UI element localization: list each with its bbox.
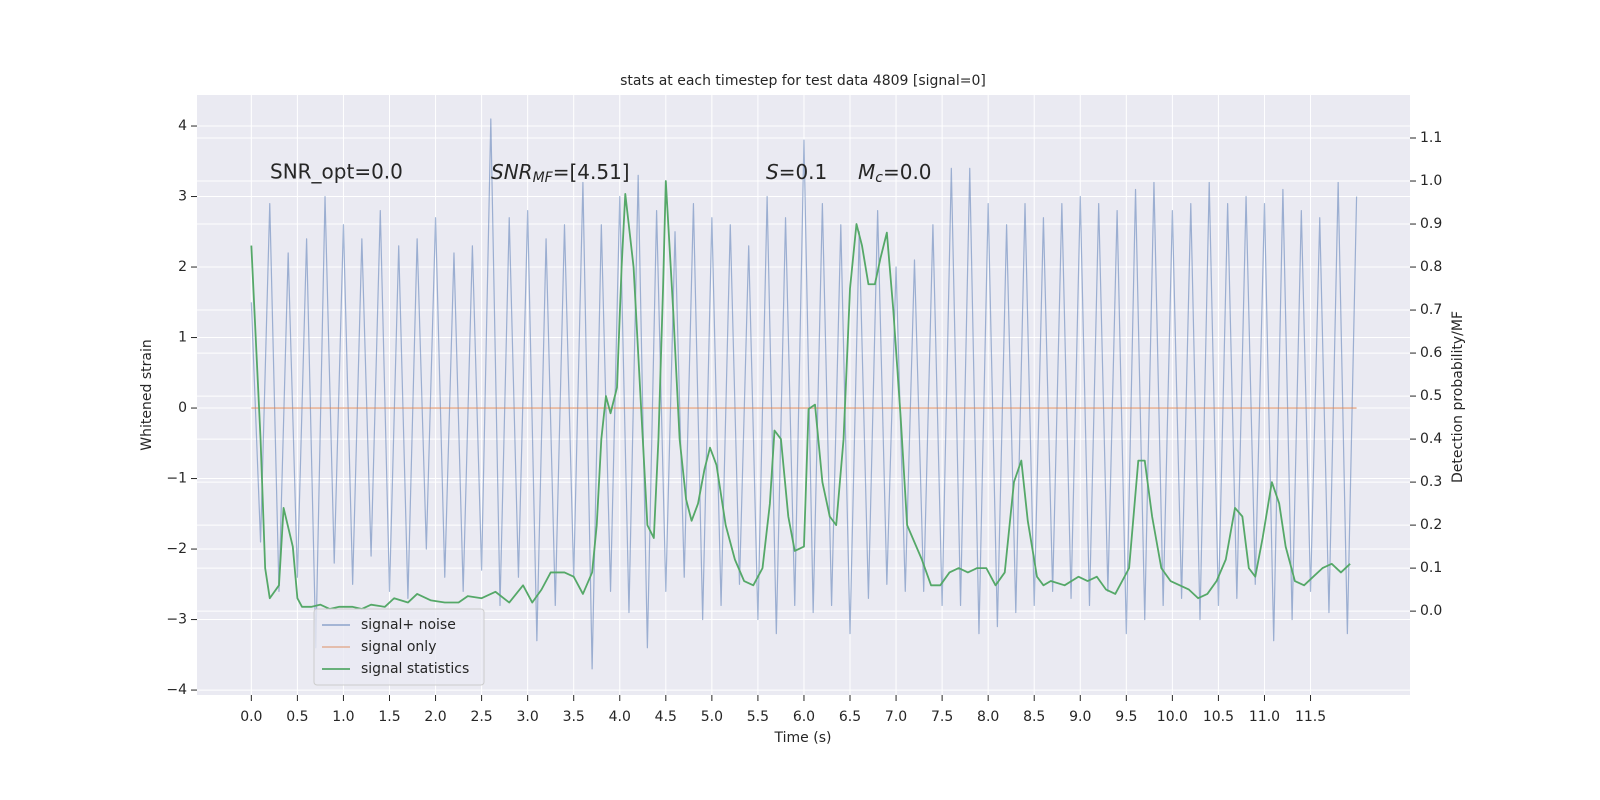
x-tick-label: 1.5	[378, 709, 400, 725]
series-line	[250, 180, 1351, 610]
x-tick-label: 5.5	[747, 709, 769, 725]
x-tick-label: 6.0	[793, 709, 815, 725]
y-tick-label: −4	[166, 682, 187, 698]
x-tick-label: 0.5	[286, 709, 308, 725]
y2-tick-label: 1.0	[1420, 173, 1442, 189]
y2-tick-label: 0.8	[1420, 259, 1442, 275]
x-tick-label: 3.0	[517, 709, 539, 725]
y-tick-label: 2	[178, 259, 187, 275]
y2-tick-label: 0.7	[1420, 302, 1442, 318]
annotation-main: M	[858, 160, 875, 184]
x-axis-label: Time (s)	[774, 730, 832, 746]
annotation: Mc=0.0	[858, 160, 932, 187]
y-tick-label: 3	[178, 189, 187, 205]
x-tick-label: 7.0	[885, 709, 907, 725]
y2-tick-label: 1.1	[1420, 130, 1442, 146]
annotation: SNR_opt=0.0	[270, 160, 403, 184]
x-tick-label: 2.0	[424, 709, 446, 725]
annotation-main: SNR	[491, 160, 533, 184]
y-tick-label: 1	[178, 330, 187, 346]
annotation-rest: =[4.51]	[553, 160, 630, 184]
annotation-rest: =0.1	[779, 160, 828, 184]
x-tick-label: 5.0	[701, 709, 723, 725]
x-tick-label: 8.0	[977, 709, 999, 725]
x-tick-label: 6.5	[839, 709, 861, 725]
y2-tick-label: 0.1	[1420, 560, 1442, 576]
legend-label: signal+ noise	[361, 617, 456, 633]
x-tick-label: 11.0	[1249, 709, 1280, 725]
x-tick-label: 10.0	[1157, 709, 1188, 725]
chart-title: stats at each timestep for test data 480…	[620, 73, 986, 89]
y2-tick-label: 0.2	[1420, 517, 1442, 533]
x-tick-label: 9.0	[1069, 709, 1091, 725]
y2-tick-label: 0.3	[1420, 474, 1442, 490]
x-tick-label: 7.5	[931, 709, 953, 725]
y-tick-label: −2	[166, 541, 187, 557]
annotation: SNRMF=[4.51]	[491, 160, 630, 187]
annotation-rest: =0.0	[883, 160, 932, 184]
y2-tick-label: 0.5	[1420, 388, 1442, 404]
legend-label: signal only	[361, 639, 436, 655]
x-tick-label: 10.5	[1203, 709, 1234, 725]
legend-label: signal statistics	[361, 661, 469, 677]
annotation-sub: MF	[533, 170, 554, 186]
x-tick-label: 2.5	[470, 709, 492, 725]
annotation-main: S	[766, 160, 779, 184]
y2-axis-label: Detection probability/MF	[1450, 311, 1466, 483]
y-tick-label: −3	[166, 612, 187, 628]
y-tick-label: −1	[166, 471, 187, 487]
x-tick-label: 3.5	[563, 709, 585, 725]
x-tick-label: 4.5	[655, 709, 677, 725]
x-tick-label: 9.5	[1115, 709, 1137, 725]
grid	[197, 95, 1410, 695]
x-tick-label: 1.0	[332, 709, 354, 725]
y-tick-label: 4	[178, 118, 187, 134]
legend-box	[313, 608, 485, 686]
series-line	[250, 118, 1358, 670]
x-tick-label: 4.0	[609, 709, 631, 725]
y-axis-label: Whitened strain	[139, 339, 155, 450]
y2-tick-label: 0.6	[1420, 345, 1442, 361]
x-tick-label: 0.0	[240, 709, 262, 725]
x-tick-label: 8.5	[1023, 709, 1045, 725]
annotation: S=0.1	[766, 160, 827, 184]
x-tick-label: 11.5	[1295, 709, 1326, 725]
y2-tick-label: 0.4	[1420, 431, 1442, 447]
y2-tick-label: 0.9	[1420, 216, 1442, 232]
y-tick-label: 0	[178, 400, 187, 416]
annotation-sub: c	[875, 170, 883, 186]
y2-tick-label: 0.0	[1420, 603, 1442, 619]
